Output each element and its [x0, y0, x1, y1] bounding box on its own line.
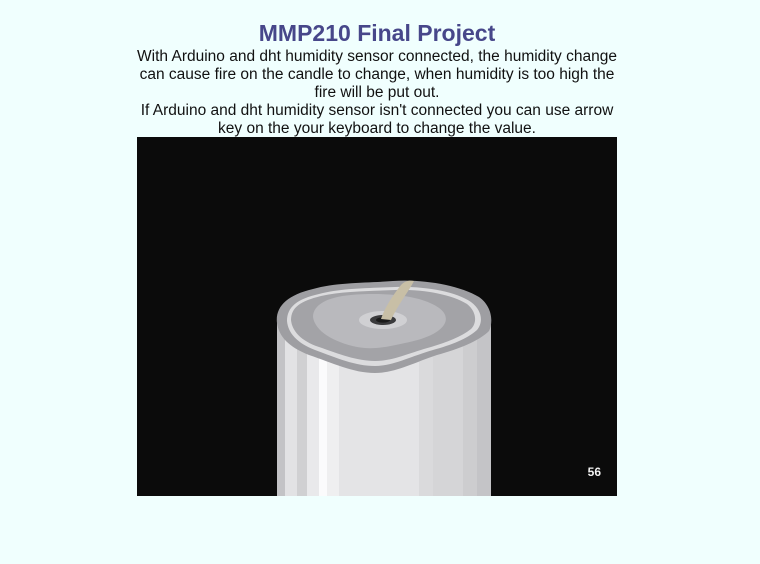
description-line-1: With Arduino and dht humidity sensor con…: [137, 48, 617, 101]
sketch-canvas[interactable]: 56: [137, 137, 617, 496]
page-header: MMP210 Final Project With Arduino and dh…: [137, 18, 617, 138]
description-line-2: If Arduino and dht humidity sensor isn't…: [140, 102, 614, 137]
candle-illustration: [276, 280, 492, 496]
candle-top: [276, 280, 492, 373]
candle-wick: [381, 280, 414, 320]
page-title: MMP210 Final Project: [258, 20, 496, 46]
humidity-value: 56: [587, 465, 601, 479]
